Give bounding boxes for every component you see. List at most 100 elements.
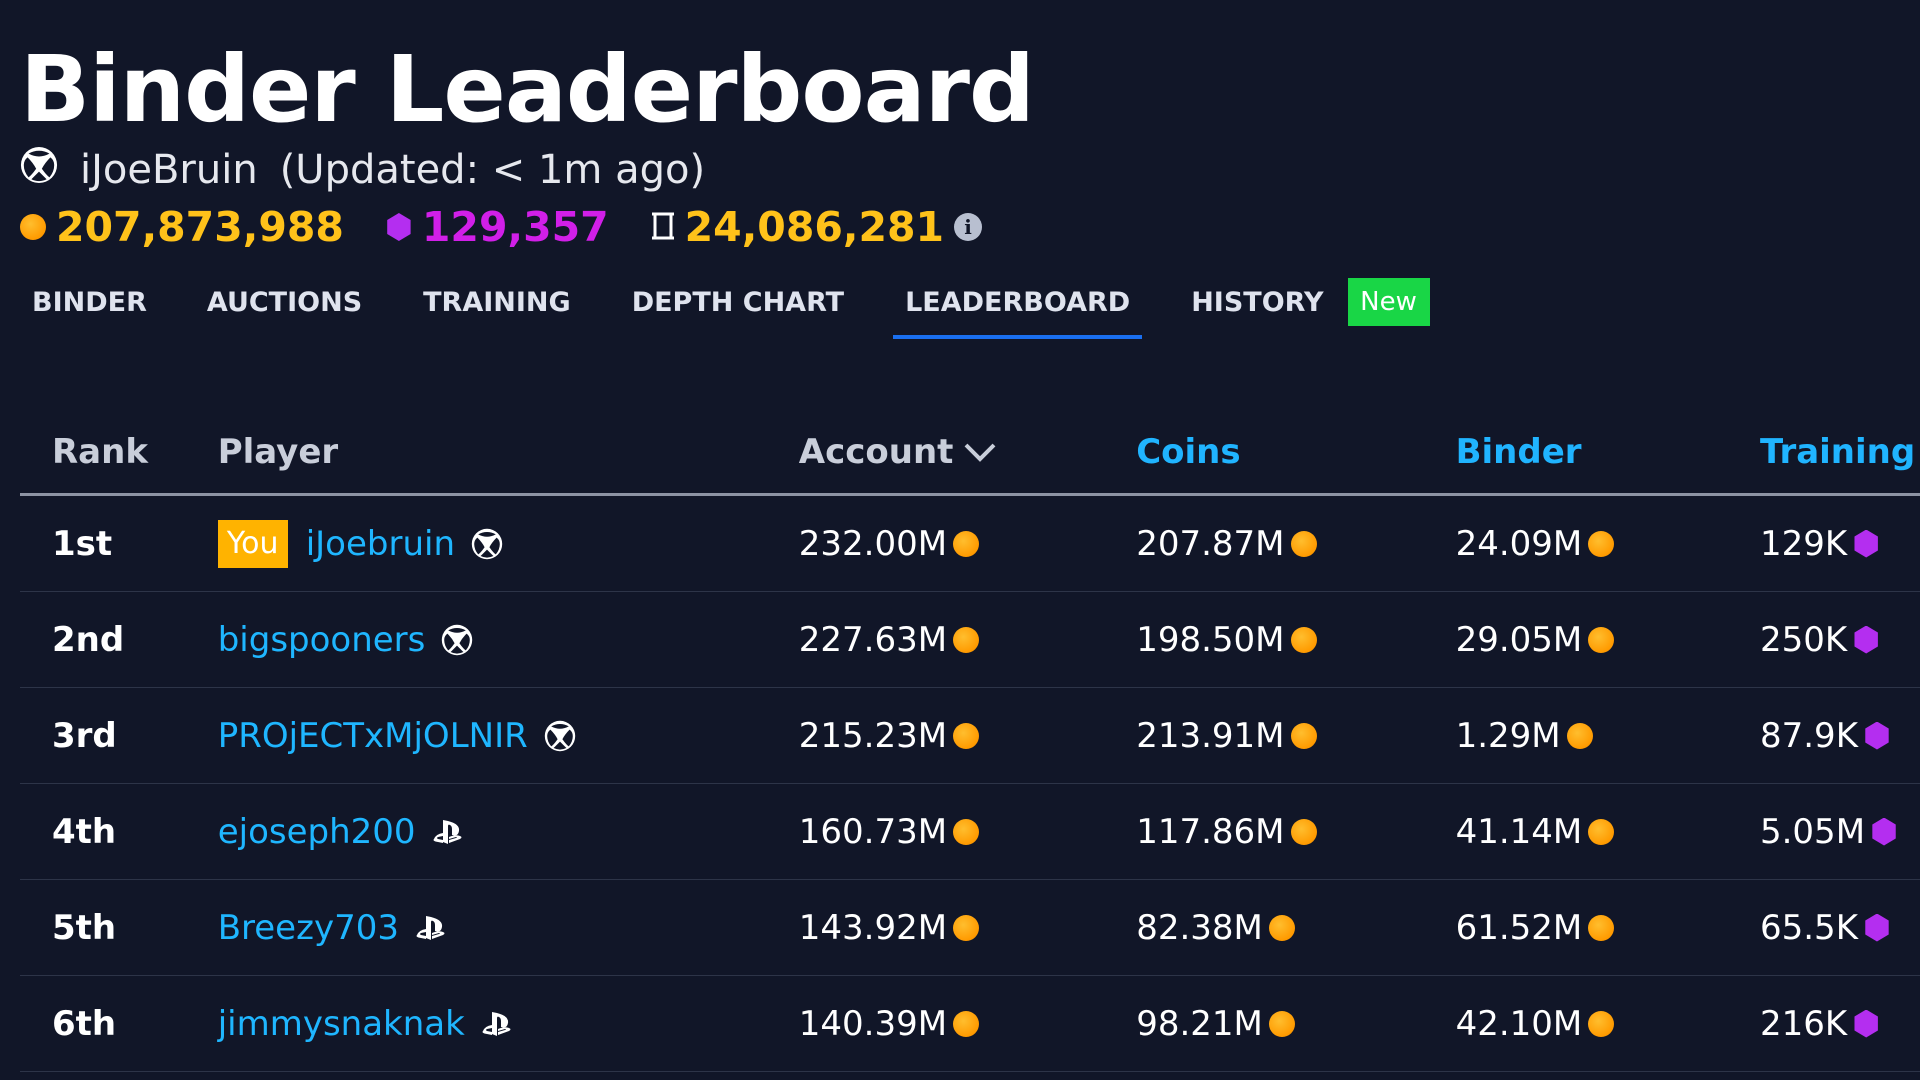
binder-cell: 61.52M bbox=[1455, 879, 1760, 976]
player-link[interactable]: ejoseph200 bbox=[217, 811, 416, 852]
gem-icon bbox=[387, 213, 411, 241]
gem-icon bbox=[1865, 721, 1889, 750]
table-row[interactable]: 6th jimmysnaknak 140.39M 98.21M 42.10M 216K bbox=[20, 975, 1920, 1072]
updated-status: (Updated: < 1m ago) bbox=[279, 147, 706, 193]
stats-row: 207,873,988 129,357 24,086,281 i bbox=[20, 202, 1024, 252]
coin-icon bbox=[1588, 914, 1615, 941]
rank-cell: 6th bbox=[20, 975, 218, 1072]
account-cell: 227.63M bbox=[798, 591, 1137, 688]
xbox-icon bbox=[441, 624, 473, 656]
binder-value: 29.05M bbox=[1455, 619, 1583, 660]
coin-icon bbox=[1290, 818, 1317, 845]
account-value: 227.63M bbox=[798, 619, 948, 660]
coins-value: 117.86M bbox=[1136, 811, 1285, 852]
training-cell: 216K bbox=[1759, 975, 1920, 1072]
gem-icon bbox=[1854, 529, 1878, 558]
player-link[interactable]: bigspooners bbox=[217, 619, 426, 660]
binder-cell: 29.05M bbox=[1455, 591, 1760, 688]
table-row[interactable]: 1st You iJoebruin 232.00M 207.87M 24.09M 129K bbox=[20, 494, 1920, 592]
account-cell: 140.39M bbox=[798, 975, 1137, 1072]
coin-icon bbox=[1588, 1010, 1615, 1037]
xbox-icon bbox=[544, 720, 576, 752]
binder-cell: 42.10M bbox=[1455, 975, 1760, 1072]
tab-binder[interactable]: BINDER bbox=[32, 286, 147, 318]
gem-icon bbox=[1865, 913, 1889, 942]
player-cell: PROjECTxMjOLNIR bbox=[217, 687, 799, 784]
coin-icon bbox=[1290, 722, 1317, 749]
binder-value: 24.09M bbox=[1455, 523, 1583, 564]
player-link[interactable]: jimmysnaknak bbox=[217, 1003, 465, 1044]
gems-value: 129,357 bbox=[421, 203, 609, 251]
training-cell: 250K bbox=[1759, 591, 1920, 688]
player-cell: ejoseph200 bbox=[217, 783, 799, 880]
training-cell: 129K bbox=[1759, 494, 1920, 592]
header-account[interactable]: Account bbox=[798, 411, 1137, 496]
player-link[interactable]: Breezy703 bbox=[217, 907, 399, 948]
coin-icon bbox=[1290, 530, 1317, 557]
table-row[interactable]: 5th Breezy703 143.92M 82.38M 61.52M 65.5K bbox=[20, 879, 1920, 976]
coins-value: 198.50M bbox=[1136, 619, 1285, 660]
coin-icon bbox=[1268, 1010, 1295, 1037]
player-cell: bigspooners bbox=[217, 591, 799, 688]
training-value: 216K bbox=[1759, 1003, 1848, 1044]
coin-icon bbox=[953, 914, 980, 941]
tab-depth-chart[interactable]: DEPTH CHART bbox=[631, 286, 845, 318]
playstation-icon bbox=[415, 914, 447, 942]
player-cell: jimmysnaknak bbox=[217, 975, 799, 1072]
page-title: Binder Leaderboard bbox=[20, 36, 1035, 143]
account-value: 143.92M bbox=[798, 907, 948, 948]
table-row[interactable]: 3rd PROjECTxMjOLNIR 215.23M 213.91M 1.29M 87.… bbox=[20, 687, 1920, 784]
account-value: 140.39M bbox=[798, 1003, 948, 1044]
user-row: iJoeBruin (Updated: < 1m ago) bbox=[20, 146, 705, 194]
playstation-icon bbox=[432, 818, 464, 846]
rank-cell: 2nd bbox=[20, 591, 218, 688]
header-binder[interactable]: Binder bbox=[1455, 411, 1760, 496]
new-badge: New bbox=[1347, 278, 1430, 326]
header-account-label: Account bbox=[798, 432, 954, 472]
rank-cell: 5th bbox=[20, 879, 218, 976]
player-cell: Breezy703 bbox=[217, 879, 799, 976]
nav-tabs: BINDER AUCTIONS TRAINING DEPTH CHART LEA… bbox=[0, 266, 1430, 340]
table-header-row: Rank Player Account Coins Binder Trainin… bbox=[20, 411, 1920, 496]
coins-cell: 82.38M bbox=[1136, 879, 1456, 976]
player-link[interactable]: iJoebruin bbox=[305, 523, 456, 564]
coins-value: 207.87M bbox=[1136, 523, 1285, 564]
tab-history[interactable]: HISTORY New bbox=[1191, 266, 1430, 338]
binder-value: 61.52M bbox=[1455, 907, 1583, 948]
tab-auctions[interactable]: AUCTIONS bbox=[206, 286, 363, 318]
training-value: 129K bbox=[1759, 523, 1848, 564]
binder-value: 41.14M bbox=[1455, 811, 1583, 852]
coin-icon bbox=[1290, 626, 1317, 653]
training-cell: 65.5K bbox=[1759, 879, 1920, 976]
coin-icon bbox=[953, 626, 980, 653]
xbox-icon bbox=[471, 528, 503, 560]
info-icon[interactable]: i bbox=[954, 213, 983, 241]
player-link[interactable]: PROjECTxMjOLNIR bbox=[217, 715, 528, 756]
training-value: 65.5K bbox=[1759, 907, 1858, 948]
player-cell: You iJoebruin bbox=[217, 494, 799, 592]
coins-value: 82.38M bbox=[1136, 907, 1263, 948]
header-coins[interactable]: Coins bbox=[1136, 411, 1456, 496]
table-row[interactable]: 4th ejoseph200 160.73M 117.86M 41.14M 5.05M bbox=[20, 783, 1920, 880]
training-value: 87.9K bbox=[1759, 715, 1858, 756]
username: iJoeBruin bbox=[80, 147, 258, 193]
account-value: 215.23M bbox=[798, 715, 948, 756]
leaderboard-table: Rank Player Account Coins Binder Trainin… bbox=[20, 411, 1920, 1072]
training-value: 250K bbox=[1759, 619, 1848, 660]
tab-training[interactable]: TRAINING bbox=[423, 286, 571, 318]
account-value: 160.73M bbox=[798, 811, 948, 852]
gem-icon bbox=[1854, 625, 1878, 654]
training-cell: 5.05M bbox=[1759, 783, 1920, 880]
coins-stat: 207,873,988 bbox=[20, 203, 344, 251]
coins-cell: 98.21M bbox=[1136, 975, 1456, 1072]
header-rank: Rank bbox=[20, 411, 218, 496]
leaderboard-content: Rank Player Account Coins Binder Trainin… bbox=[0, 339, 1920, 1080]
header-training[interactable]: Training bbox=[1759, 411, 1920, 496]
coin-icon bbox=[1268, 914, 1295, 941]
tab-leaderboard[interactable]: LEADERBOARD bbox=[893, 266, 1143, 340]
gem-icon bbox=[1854, 1009, 1878, 1038]
coin-icon bbox=[953, 818, 980, 845]
coins-value: 207,873,988 bbox=[56, 203, 344, 251]
table-row[interactable]: 2nd bigspooners 227.63M 198.50M 29.05M 250K bbox=[20, 591, 1920, 688]
